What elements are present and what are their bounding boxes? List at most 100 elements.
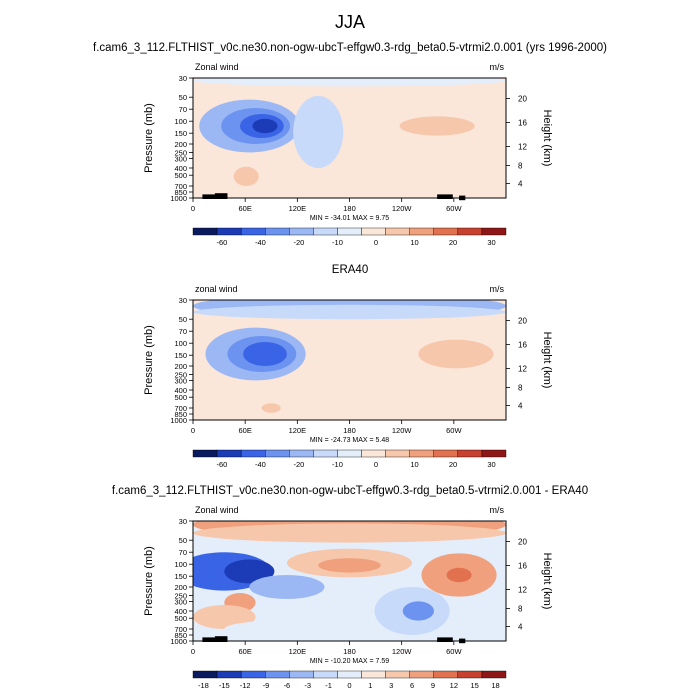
panel-variable-label: zonal wind <box>195 284 238 294</box>
min-max-stats: MIN = -34.01 MAX = 9.75 <box>310 215 389 222</box>
colorbar-swatch <box>192 449 218 458</box>
anomaly-region <box>224 619 381 639</box>
y-tick-label: 850 <box>174 188 187 197</box>
anomaly-group <box>193 521 506 639</box>
main-title: JJA <box>334 12 365 32</box>
colorbar-label: 0 <box>347 681 351 690</box>
colorbar-label: -60 <box>216 460 227 467</box>
x-tick-label: 0 <box>191 647 195 656</box>
colorbar-swatch <box>216 227 242 236</box>
colorbar-swatch <box>457 449 483 458</box>
anomaly-region <box>233 166 259 186</box>
anomaly-region <box>193 304 506 320</box>
panel-units-label: m/s <box>490 505 505 515</box>
colorbar-label: 6 <box>410 681 414 690</box>
x-tick-label: 120W <box>392 426 413 435</box>
panel-units-label: m/s <box>490 284 505 294</box>
min-max-stats: MIN = -10.20 MAX = 7.59 <box>310 658 389 665</box>
colorbar-swatch <box>313 227 338 236</box>
anomaly-region <box>208 387 397 417</box>
y-tick-label: 300 <box>174 154 187 163</box>
colorbar-label: 10 <box>410 238 418 245</box>
anomaly-region <box>293 96 344 168</box>
y-tick-label: 200 <box>174 583 187 592</box>
anomaly-region <box>261 403 281 413</box>
colorbar-swatch <box>385 670 410 679</box>
topography-block <box>214 193 228 198</box>
y-right-tick-label: 12 <box>518 364 527 373</box>
y-tick-label: 250 <box>174 370 187 379</box>
y-tick-label: 500 <box>174 171 187 180</box>
y-right-axis-title: Height (km) <box>541 553 553 610</box>
colorbar-swatch <box>337 449 362 458</box>
colorbar-label: 0 <box>374 238 378 245</box>
y-tick-label: 700 <box>174 404 187 413</box>
y-tick-label: 1000 <box>170 194 187 203</box>
y-tick-label: 50 <box>179 93 187 102</box>
colorbar-swatch <box>409 449 434 458</box>
y-axis-title: Pressure (mb) <box>143 325 155 395</box>
y-right-tick-label: 20 <box>518 316 527 325</box>
x-tick-label: 180 <box>343 647 356 656</box>
anomaly-region <box>446 567 472 583</box>
y-right-tick-label: 16 <box>518 340 527 349</box>
min-max-stats: MIN = -24.73 MAX = 5.48 <box>310 437 389 444</box>
colorbar-swatch <box>265 670 290 679</box>
colorbar-swatch <box>216 449 242 458</box>
colorbar-swatch <box>457 670 483 679</box>
colorbar-swatch <box>289 227 314 236</box>
y-tick-label: 50 <box>179 536 187 545</box>
colorbar-swatch <box>289 670 314 679</box>
colorbar-swatch <box>265 449 290 458</box>
y-tick-label: 150 <box>174 129 187 138</box>
y-tick-label: 100 <box>174 339 187 348</box>
x-tick-label: 60W <box>446 426 462 435</box>
colorbar-swatch <box>337 227 362 236</box>
x-tick-label: 120W <box>392 204 413 213</box>
y-right-tick-label: 12 <box>518 142 527 151</box>
y-tick-label: 500 <box>174 614 187 623</box>
anomaly-region <box>402 601 435 621</box>
colorbar-swatch <box>481 449 507 458</box>
anomaly-region <box>318 558 381 573</box>
y-right-tick-label: 20 <box>518 94 527 103</box>
colorbar-label: -60 <box>216 238 227 245</box>
colorbar-label: -40 <box>255 460 266 467</box>
panel-1-title: f.cam6_3_112.FLTHIST_v0c.ne30.non-ogw-ub… <box>93 42 607 54</box>
x-tick-label: 60E <box>238 426 251 435</box>
colorbar-swatch <box>192 670 218 679</box>
y-tick-label: 30 <box>179 74 187 83</box>
topography-block <box>437 637 453 642</box>
y-right-tick-label: 20 <box>518 537 527 546</box>
colorbar-label: 20 <box>449 460 457 467</box>
y-right-tick-label: 16 <box>518 118 527 127</box>
y-tick-label: 850 <box>174 410 187 419</box>
colorbar-label: -40 <box>255 238 266 245</box>
y-tick-label: 100 <box>174 117 187 126</box>
colorbar-label: -6 <box>284 681 291 690</box>
colorbar-swatch <box>433 449 459 458</box>
y-tick-label: 200 <box>174 362 187 371</box>
topography-block <box>437 194 453 199</box>
colorbar-label: 10 <box>410 460 418 467</box>
colorbar-label: 0 <box>374 460 378 467</box>
colorbar-swatch <box>361 670 386 679</box>
y-tick-label: 1000 <box>170 416 187 425</box>
anomaly-region <box>193 605 256 629</box>
y-tick-label: 30 <box>179 517 187 526</box>
colorbar-label: 18 <box>491 681 499 690</box>
colorbar-label: -18 <box>198 681 209 690</box>
colorbar-swatch <box>313 670 338 679</box>
y-tick-label: 700 <box>174 625 187 634</box>
anomaly-region <box>193 78 506 87</box>
x-tick-label: 120W <box>392 647 413 656</box>
y-axis-title: Pressure (mb) <box>143 546 155 616</box>
colorbar-label: -9 <box>263 681 270 690</box>
y-right-tick-label: 8 <box>518 384 523 393</box>
y-right-tick-label: 12 <box>518 585 527 594</box>
y-right-tick-label: 8 <box>518 605 523 614</box>
colorbar-label: -20 <box>294 460 305 467</box>
colorbar-swatch <box>481 670 507 679</box>
y-tick-label: 250 <box>174 148 187 157</box>
colorbar-label: -10 <box>332 238 343 245</box>
